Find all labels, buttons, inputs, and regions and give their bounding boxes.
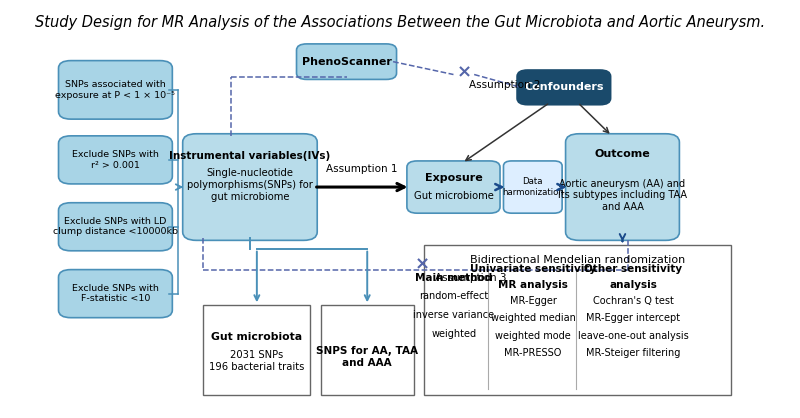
Text: SNPs associated with
exposure at P < 1 × 10⁻⁵: SNPs associated with exposure at P < 1 ×… xyxy=(55,80,175,99)
Text: analysis: analysis xyxy=(610,280,657,290)
Text: Aortic aneurysm (AA) and
its subtypes including TAA
and AAA: Aortic aneurysm (AA) and its subtypes in… xyxy=(558,178,687,212)
Text: leave-one-out analysis: leave-one-out analysis xyxy=(578,331,689,341)
Text: Single-nucleotide
polymorphisms(SNPs) for
gut microbiome: Single-nucleotide polymorphisms(SNPs) fo… xyxy=(187,168,313,201)
Text: Instrumental variables(IVs): Instrumental variables(IVs) xyxy=(170,151,330,161)
FancyBboxPatch shape xyxy=(518,70,610,104)
Text: weighted: weighted xyxy=(431,329,476,339)
FancyBboxPatch shape xyxy=(182,134,318,240)
Text: Exclude SNPs with
F-statistic <10: Exclude SNPs with F-statistic <10 xyxy=(72,284,159,303)
Text: MR analysis: MR analysis xyxy=(498,280,568,290)
Text: Cochran's Q test: Cochran's Q test xyxy=(593,296,674,306)
Text: Confounders: Confounders xyxy=(524,82,603,92)
Bar xyxy=(203,305,310,395)
Text: MR-PRESSO: MR-PRESSO xyxy=(505,348,562,358)
FancyBboxPatch shape xyxy=(297,44,397,79)
Text: weighted mode: weighted mode xyxy=(495,331,571,341)
Text: ×: × xyxy=(415,255,430,274)
Text: Other sensitivity: Other sensitivity xyxy=(584,264,682,274)
Bar xyxy=(424,245,731,395)
Text: Exclude SNPs with LD
clump distance <10000kb: Exclude SNPs with LD clump distance <100… xyxy=(53,217,178,237)
FancyBboxPatch shape xyxy=(58,136,172,184)
Text: Study Design for MR Analysis of the Associations Between the Gut Microbiota and : Study Design for MR Analysis of the Asso… xyxy=(35,15,765,30)
FancyBboxPatch shape xyxy=(407,161,500,213)
FancyBboxPatch shape xyxy=(58,61,172,119)
FancyBboxPatch shape xyxy=(566,134,679,240)
Text: weighted median: weighted median xyxy=(490,313,575,323)
Text: MR-Egger: MR-Egger xyxy=(510,296,557,306)
Text: Gut microbiota: Gut microbiota xyxy=(211,331,302,342)
Text: MR-Egger intercept: MR-Egger intercept xyxy=(586,313,680,323)
Text: Assumption 1: Assumption 1 xyxy=(326,165,398,174)
Text: Bidirectional Mendelian randomization: Bidirectional Mendelian randomization xyxy=(470,255,686,265)
Text: PhenoScanner: PhenoScanner xyxy=(302,57,391,66)
Text: Univariate sensitivity: Univariate sensitivity xyxy=(470,264,596,274)
FancyBboxPatch shape xyxy=(58,270,172,318)
FancyBboxPatch shape xyxy=(503,161,562,213)
Text: Exposure: Exposure xyxy=(425,173,482,184)
Bar xyxy=(321,305,414,395)
Text: Gut microbiome: Gut microbiome xyxy=(414,191,494,201)
Text: Assumption 3: Assumption 3 xyxy=(435,273,506,283)
Text: Outcome: Outcome xyxy=(594,149,650,159)
Text: 2031 SNPs
196 bacterial traits: 2031 SNPs 196 bacterial traits xyxy=(209,350,305,372)
Text: ×: × xyxy=(456,64,471,82)
Text: Main method: Main method xyxy=(415,273,493,283)
FancyBboxPatch shape xyxy=(58,203,172,251)
Text: inverse variance: inverse variance xyxy=(414,310,494,320)
Text: SNPS for AA, TAA
and AAA: SNPS for AA, TAA and AAA xyxy=(316,347,418,368)
Text: MR-Steiger filtering: MR-Steiger filtering xyxy=(586,348,680,358)
Text: Data
harmonization: Data harmonization xyxy=(502,177,564,197)
Text: Assumption 2: Assumption 2 xyxy=(470,80,541,90)
Text: Exclude SNPs with
r² > 0.001: Exclude SNPs with r² > 0.001 xyxy=(72,150,159,170)
Text: random-effect: random-effect xyxy=(419,291,489,301)
